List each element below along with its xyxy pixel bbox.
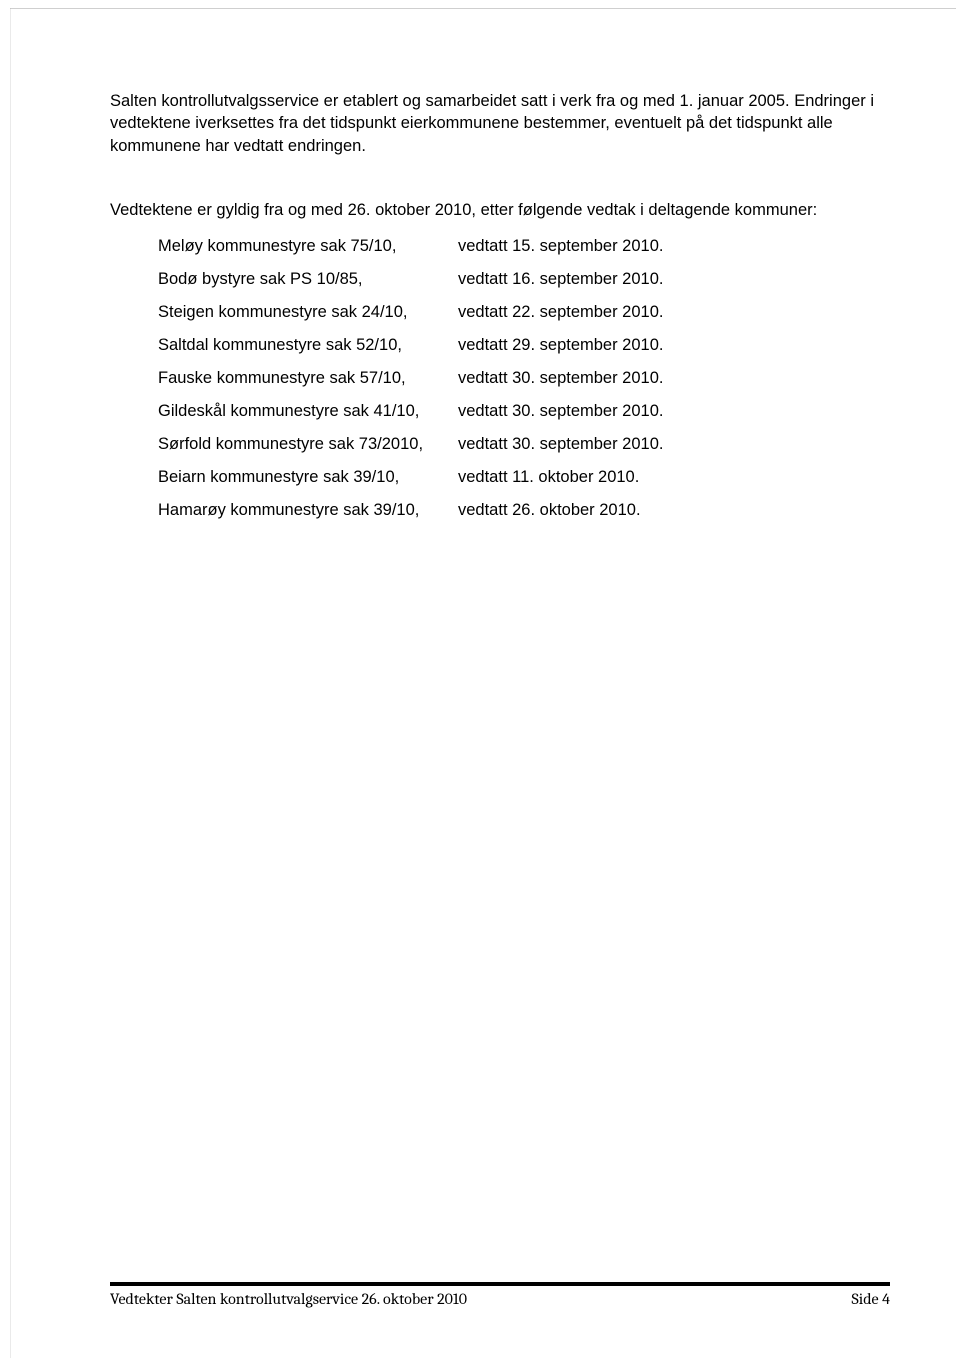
vedtak-sak: Beiarn kommunestyre sak 39/10, — [158, 468, 458, 487]
vedtak-date: vedtatt 30. september 2010. — [458, 369, 890, 388]
footer-line: Vedtekter Salten kontrollutvalgservice 2… — [110, 1290, 890, 1308]
vedtak-row: Saltdal kommunestyre sak 52/10, vedtatt … — [158, 336, 890, 355]
footer-title: Vedtekter Salten kontrollutvalgservice 2… — [110, 1290, 467, 1308]
vedtak-sak: Bodø bystyre sak PS 10/85, — [158, 270, 458, 289]
vedtak-row: Steigen kommunestyre sak 24/10, vedtatt … — [158, 303, 890, 322]
validity-paragraph: Vedtektene er gyldig fra og med 26. okto… — [110, 199, 890, 221]
vedtak-row: Sørfold kommunestyre sak 73/2010, vedtat… — [158, 435, 890, 454]
body-content: Salten kontrollutvalgsservice er etabler… — [110, 90, 890, 534]
vedtak-sak: Meløy kommunestyre sak 75/10, — [158, 237, 458, 256]
vedtak-date: vedtatt 26. oktober 2010. — [458, 501, 890, 520]
vedtak-date: vedtatt 29. september 2010. — [458, 336, 890, 355]
vedtak-date: vedtatt 16. september 2010. — [458, 270, 890, 289]
vedtak-sak: Sørfold kommunestyre sak 73/2010, — [158, 435, 458, 454]
vedtak-sak: Saltdal kommunestyre sak 52/10, — [158, 336, 458, 355]
vedtak-row: Hamarøy kommunestyre sak 39/10, vedtatt … — [158, 501, 890, 520]
vedtak-date: vedtatt 30. september 2010. — [458, 435, 890, 454]
document-page: Salten kontrollutvalgsservice er etabler… — [0, 0, 960, 1358]
vedtak-sak: Hamarøy kommunestyre sak 39/10, — [158, 501, 458, 520]
vedtak-date: vedtatt 11. oktober 2010. — [458, 468, 890, 487]
vedtak-row: Meløy kommunestyre sak 75/10, vedtatt 15… — [158, 237, 890, 256]
page-footer: Vedtekter Salten kontrollutvalgservice 2… — [110, 1282, 890, 1308]
vedtak-row: Bodø bystyre sak PS 10/85, vedtatt 16. s… — [158, 270, 890, 289]
footer-rule — [110, 1282, 890, 1286]
vedtak-row: Beiarn kommunestyre sak 39/10, vedtatt 1… — [158, 468, 890, 487]
vedtak-sak: Gildeskål kommunestyre sak 41/10, — [158, 402, 458, 421]
vedtak-date: vedtatt 30. september 2010. — [458, 402, 890, 421]
vedtak-date: vedtatt 22. september 2010. — [458, 303, 890, 322]
vedtak-date: vedtatt 15. september 2010. — [458, 237, 890, 256]
vedtak-list: Meløy kommunestyre sak 75/10, vedtatt 15… — [158, 237, 890, 520]
vedtak-row: Fauske kommunestyre sak 57/10, vedtatt 3… — [158, 369, 890, 388]
scan-artifact-top — [10, 8, 956, 9]
intro-paragraph: Salten kontrollutvalgsservice er etabler… — [110, 90, 890, 157]
scan-artifact-left — [10, 8, 11, 1358]
vedtak-sak: Fauske kommunestyre sak 57/10, — [158, 369, 458, 388]
vedtak-sak: Steigen kommunestyre sak 24/10, — [158, 303, 458, 322]
footer-page-number: Side 4 — [852, 1290, 890, 1308]
vedtak-row: Gildeskål kommunestyre sak 41/10, vedtat… — [158, 402, 890, 421]
